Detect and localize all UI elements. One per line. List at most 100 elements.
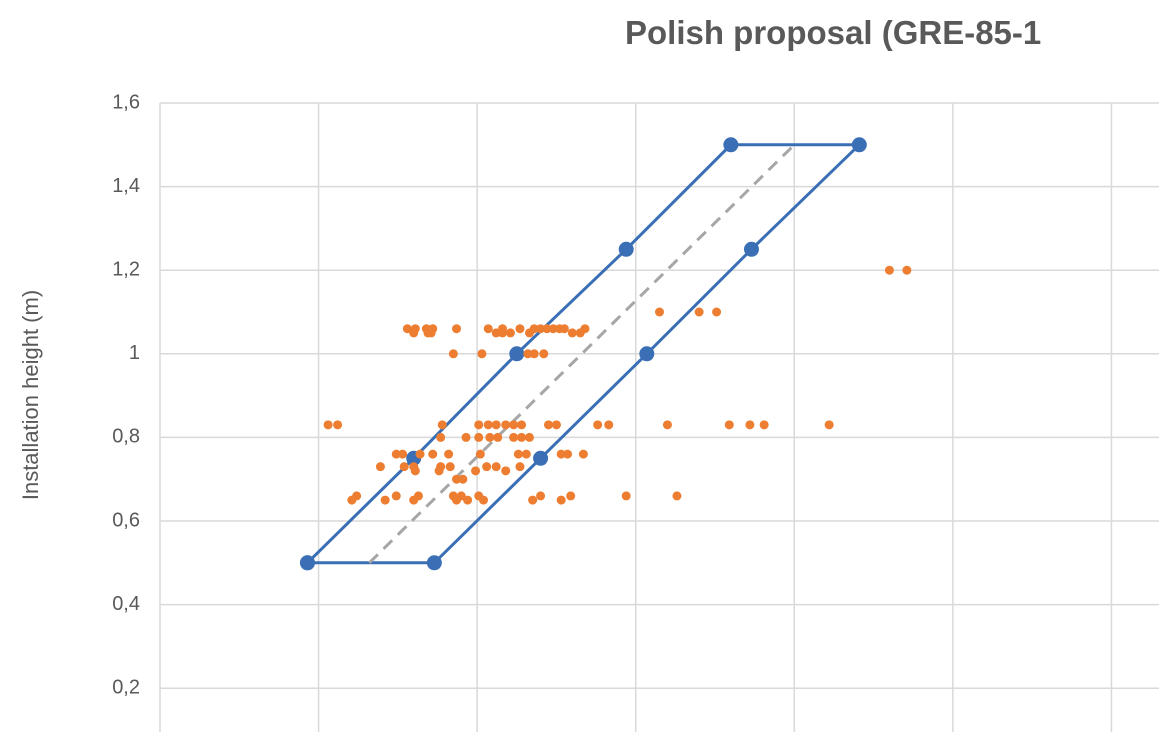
data-point <box>548 324 558 334</box>
data-point <box>463 495 473 505</box>
data-point <box>410 466 420 476</box>
data-point <box>559 324 569 334</box>
data-point <box>452 474 462 484</box>
data-point <box>483 324 493 334</box>
data-point <box>517 420 527 430</box>
data-point <box>509 420 519 430</box>
data-point <box>567 328 577 338</box>
data-point <box>536 324 546 334</box>
data-point <box>471 466 481 476</box>
data-point <box>478 495 488 505</box>
y-tick-label: 1,6 <box>112 91 140 113</box>
data-point <box>604 420 614 430</box>
data-point <box>299 555 315 571</box>
data-point <box>434 466 444 476</box>
data-point <box>458 474 468 484</box>
y-tick-label: 1,4 <box>112 175 140 197</box>
y-tick-label: 1 <box>129 342 140 364</box>
data-point <box>323 420 333 430</box>
data-point <box>474 420 484 430</box>
data-point <box>399 462 409 472</box>
data-point <box>724 420 734 430</box>
data-point <box>505 328 515 338</box>
chart-title: Polish proposal (GRE-85-1 <box>625 14 1041 51</box>
data-point <box>477 349 487 359</box>
data-point <box>517 432 527 442</box>
data-point <box>563 449 573 459</box>
data-point <box>513 449 523 459</box>
data-point <box>621 491 631 501</box>
data-point <box>556 495 566 505</box>
data-point <box>544 420 553 430</box>
data-point <box>498 328 508 338</box>
data-point <box>759 420 769 430</box>
data-point <box>475 449 485 459</box>
data-point <box>493 432 503 442</box>
data-point <box>482 462 492 472</box>
data-point <box>533 450 549 466</box>
data-point <box>426 555 442 571</box>
data-point <box>452 324 462 334</box>
data-point <box>515 462 525 472</box>
data-point <box>474 432 484 442</box>
data-point <box>375 462 385 472</box>
data-point <box>333 420 343 430</box>
data-point <box>509 432 519 442</box>
y-tick-label: 0,6 <box>112 509 140 531</box>
data-point <box>542 324 552 334</box>
data-point <box>380 495 390 505</box>
data-point <box>436 432 446 442</box>
data-point <box>452 495 462 505</box>
data-point <box>539 349 549 359</box>
data-point <box>655 307 664 317</box>
data-point <box>445 462 455 472</box>
data-point <box>575 328 585 338</box>
data-point <box>391 449 401 459</box>
data-point <box>437 420 447 430</box>
data-point <box>409 328 419 338</box>
data-point <box>491 328 501 338</box>
data-point <box>578 449 588 459</box>
data-point <box>712 307 722 317</box>
y-tick-label: 0,8 <box>112 426 140 448</box>
data-point <box>485 432 495 442</box>
data-point <box>672 491 682 501</box>
data-point <box>483 420 493 430</box>
data-point <box>402 324 412 334</box>
data-point <box>902 265 912 275</box>
data-point <box>884 265 894 275</box>
data-point <box>491 420 501 430</box>
data-point <box>723 137 739 153</box>
data-point <box>694 307 704 317</box>
data-point <box>524 328 534 338</box>
data-point <box>593 420 603 430</box>
data-point <box>551 420 561 430</box>
data-point <box>409 495 419 505</box>
data-point <box>536 491 546 501</box>
data-point <box>428 449 438 459</box>
data-point <box>524 432 534 442</box>
data-point <box>639 346 655 362</box>
data-point <box>461 432 471 442</box>
data-point <box>556 449 566 459</box>
data-point <box>415 449 425 459</box>
data-point <box>824 420 834 430</box>
y-tick-label: 1,2 <box>112 258 140 280</box>
y-tick-label: 0,4 <box>112 593 140 615</box>
data-point <box>566 491 576 501</box>
data-point <box>426 328 436 338</box>
data-point <box>391 491 401 501</box>
data-point <box>491 462 501 472</box>
data-point <box>851 137 867 153</box>
data-point <box>398 449 408 459</box>
data-point <box>745 420 755 430</box>
data-point <box>347 495 357 505</box>
y-axis-label: Installation height (m) <box>18 290 43 500</box>
y-tick-label: 0,2 <box>112 676 140 698</box>
data-point <box>501 420 511 430</box>
data-point <box>743 241 759 257</box>
data-point <box>521 449 531 459</box>
data-point <box>448 349 458 359</box>
